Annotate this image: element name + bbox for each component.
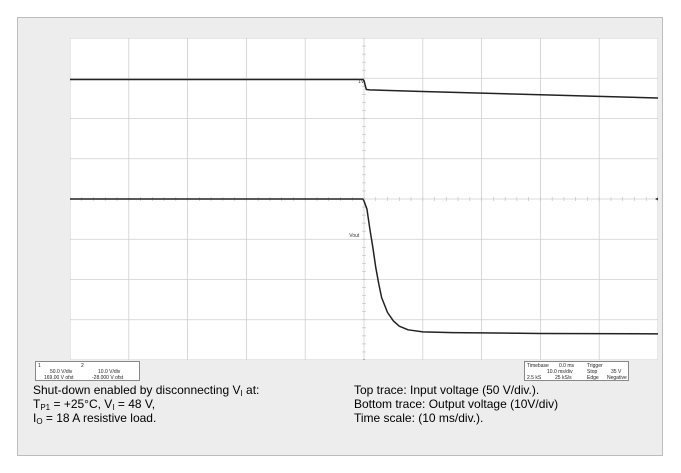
- ch1-scale: 50.0 V/div: [50, 369, 73, 375]
- ch1-label: 1: [38, 363, 41, 369]
- timebase-status-bar: Timebase 0.0 ms Trigger 10.0 ms/div Stop…: [524, 361, 629, 381]
- samples-value: 2.5 kS: [527, 375, 542, 381]
- edge-label: Edge: [587, 375, 599, 381]
- caption-left-line2: TP1 = +25°C, VI = 48 V,: [33, 397, 156, 412]
- timebase-value: 0.0 ms: [559, 363, 575, 369]
- caption-right-line2: Bottom trace: Output voltage (10V/div): [354, 397, 559, 411]
- caption-right: Top trace: Input voltage (50 V/div.). Bo…: [354, 383, 558, 425]
- ch1-offset: 169.00 V ofst: [44, 375, 74, 381]
- trace-2: [70, 198, 659, 335]
- caption-left-line1: Shut-down enabled by disconnecting VI at…: [33, 383, 260, 398]
- trace2-tag: Vout: [349, 233, 360, 239]
- time-per-div: 10.0 ms/div: [547, 369, 573, 375]
- caption-left: Shut-down enabled by disconnecting VI at…: [33, 383, 260, 426]
- figure-frame: 1V Vout 1 2 1 2 50.0 V/div 10.0 V/div 169.0…: [17, 17, 663, 456]
- caption-right-line1: Top trace: Input voltage (50 V/div.).: [354, 383, 540, 397]
- trigger-label: Trigger: [587, 363, 603, 369]
- ch2-offset: -28.000 V ofst: [92, 375, 124, 381]
- trace-1: [70, 78, 659, 99]
- timebase-label: Timebase: [527, 363, 549, 369]
- ch2-label: 2: [81, 363, 84, 369]
- trace1-tag: 1V: [358, 79, 365, 85]
- channel-status-bar: 1 2 50.0 V/div 10.0 V/div 169.00 V ofst …: [35, 361, 140, 381]
- ch2-scale: 10.0 V/div: [98, 369, 121, 375]
- sample-rate: 25 kS/s: [555, 375, 572, 381]
- caption-left-line3: IO = 18 A resistive load.: [33, 411, 157, 426]
- slope-label: Negative: [607, 375, 627, 381]
- caption-right-line3: Time scale: (10 ms/div.).: [354, 411, 484, 425]
- stop-label: Stop: [587, 369, 598, 375]
- trigger-level: 35 V: [611, 369, 622, 375]
